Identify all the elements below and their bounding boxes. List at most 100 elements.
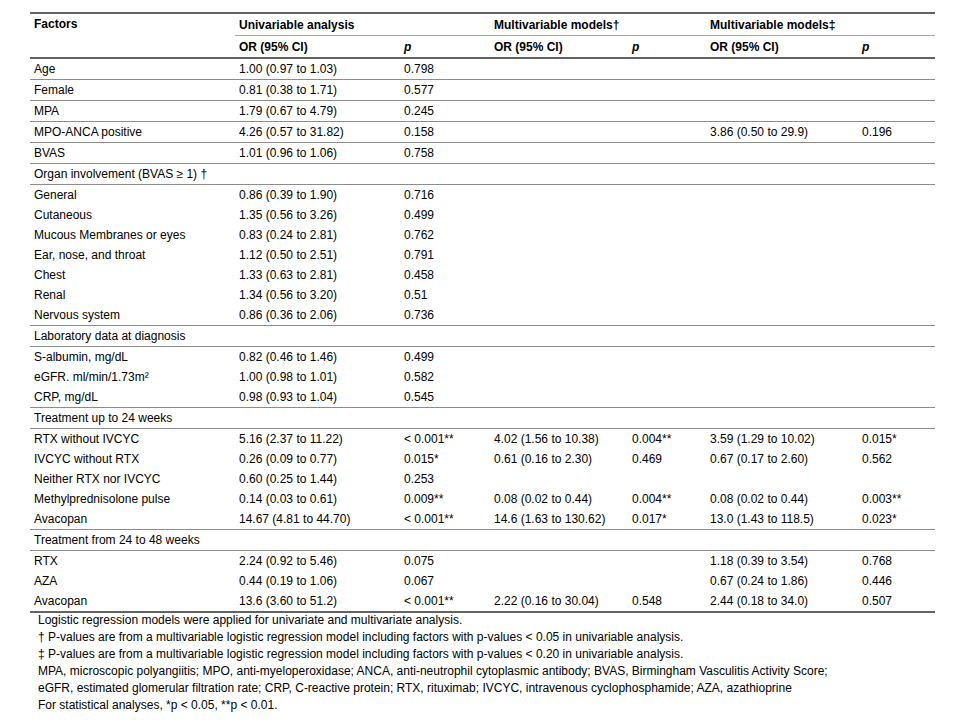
table-row: Cutaneous1.35 (0.56 to 3.26)0.499 bbox=[30, 205, 935, 225]
p-value-cell: 0.015* bbox=[400, 449, 490, 469]
or-ci-cell: 1.00 (0.97 to 1.03) bbox=[235, 58, 400, 80]
table-row: RTX without IVCYC5.16 (2.37 to 11.22)< 0… bbox=[30, 429, 935, 450]
column-header-p-univariable: p bbox=[400, 36, 490, 59]
factor-cell: Female bbox=[30, 80, 235, 101]
p-value-cell: 0.458 bbox=[400, 265, 490, 285]
footnote-line: † P-values are from a multivariable logi… bbox=[38, 629, 938, 646]
column-header-p-multivariable-ddagger: p bbox=[858, 36, 935, 59]
p-value-cell: 0.758 bbox=[400, 143, 490, 164]
p-value-cell: 0.545 bbox=[400, 387, 490, 408]
table-row: IVCYC without RTX0.26 (0.09 to 0.77)0.01… bbox=[30, 449, 935, 469]
or-ci-cell bbox=[706, 347, 858, 368]
p-value-cell: 0.015* bbox=[858, 429, 935, 450]
table-row: Neither RTX nor IVCYC0.60 (0.25 to 1.44)… bbox=[30, 469, 935, 489]
p-value-cell bbox=[628, 101, 706, 122]
or-ci-cell: 1.18 (0.39 to 3.54) bbox=[706, 551, 858, 572]
or-ci-cell: 0.81 (0.38 to 1.71) bbox=[235, 80, 400, 101]
or-ci-cell: 0.08 (0.02 to 0.44) bbox=[490, 489, 628, 509]
p-value-cell bbox=[858, 285, 935, 305]
table-row: S-albumin, mg/dL0.82 (0.46 to 1.46)0.499 bbox=[30, 347, 935, 368]
p-value-cell bbox=[858, 387, 935, 408]
or-ci-cell: 1.79 (0.67 to 4.79) bbox=[235, 101, 400, 122]
p-value-cell: 0.067 bbox=[400, 571, 490, 591]
table-row: BVAS1.01 (0.96 to 1.06)0.758 bbox=[30, 143, 935, 164]
or-ci-cell bbox=[490, 387, 628, 408]
p-value-cell: 0.51 bbox=[400, 285, 490, 305]
or-ci-cell: 0.61 (0.16 to 2.30) bbox=[490, 449, 628, 469]
or-ci-cell bbox=[706, 367, 858, 387]
p-value-cell bbox=[628, 225, 706, 245]
or-ci-cell: 4.02 (1.56 to 10.38) bbox=[490, 429, 628, 450]
footnote-line: Logistic regression models were applied … bbox=[38, 612, 938, 629]
p-value-cell bbox=[628, 143, 706, 164]
or-ci-cell bbox=[706, 80, 858, 101]
table-row: CRP, mg/dL0.98 (0.93 to 1.04)0.545 bbox=[30, 387, 935, 408]
table-row: AZA0.44 (0.19 to 1.06)0.0670.67 (0.24 to… bbox=[30, 571, 935, 591]
or-ci-cell: 4.26 (0.57 to 31.82) bbox=[235, 122, 400, 143]
p-value-cell: 0.023* bbox=[858, 509, 935, 530]
column-header-or-univariable: OR (95% CI) bbox=[235, 36, 400, 59]
or-ci-cell bbox=[490, 122, 628, 143]
or-ci-cell bbox=[490, 347, 628, 368]
or-ci-cell: 1.33 (0.63 to 2.81) bbox=[235, 265, 400, 285]
or-ci-cell bbox=[706, 143, 858, 164]
factor-cell: BVAS bbox=[30, 143, 235, 164]
factor-cell: Renal bbox=[30, 285, 235, 305]
p-value-cell bbox=[628, 58, 706, 80]
column-group-univariable: Univariable analysis bbox=[235, 13, 490, 36]
or-ci-cell bbox=[490, 367, 628, 387]
p-value-cell bbox=[628, 80, 706, 101]
or-ci-cell: 3.86 (0.50 to 29.9) bbox=[706, 122, 858, 143]
or-ci-cell: 0.86 (0.36 to 2.06) bbox=[235, 305, 400, 326]
factor-cell: Ear, nose, and throat bbox=[30, 245, 235, 265]
or-ci-cell: 13.0 (1.43 to 118.5) bbox=[706, 509, 858, 530]
p-value-cell: 0.253 bbox=[400, 469, 490, 489]
or-ci-cell bbox=[706, 205, 858, 225]
section-row: Treatment from 24 to 48 weeks bbox=[30, 530, 935, 551]
p-value-cell: 0.582 bbox=[400, 367, 490, 387]
factor-cell: Chest bbox=[30, 265, 235, 285]
p-value-cell: 0.716 bbox=[400, 185, 490, 206]
p-value-cell: < 0.001** bbox=[400, 429, 490, 450]
factor-cell: Neither RTX nor IVCYC bbox=[30, 469, 235, 489]
p-value-cell bbox=[628, 387, 706, 408]
or-ci-cell: 1.00 (0.98 to 1.01) bbox=[235, 367, 400, 387]
or-ci-cell bbox=[706, 387, 858, 408]
column-group-multivariable-dagger: Multivariable models† bbox=[490, 13, 706, 36]
footnote-line: For statistical analyses, *p < 0.05, **p… bbox=[38, 697, 938, 714]
p-value-cell bbox=[628, 245, 706, 265]
p-value-cell bbox=[628, 265, 706, 285]
factor-cell: AZA bbox=[30, 571, 235, 591]
p-value-cell bbox=[858, 143, 935, 164]
column-group-multivariable-ddagger: Multivariable models‡ bbox=[706, 13, 935, 36]
factor-cell: RTX without IVCYC bbox=[30, 429, 235, 450]
p-value-cell: 0.577 bbox=[400, 80, 490, 101]
p-value-cell bbox=[628, 469, 706, 489]
factor-cell: Methylprednisolone pulse bbox=[30, 489, 235, 509]
or-ci-cell bbox=[706, 185, 858, 206]
or-ci-cell: 0.08 (0.02 to 0.44) bbox=[706, 489, 858, 509]
factor-cell: MPO-ANCA positive bbox=[30, 122, 235, 143]
section-label: Treatment up to 24 weeks bbox=[30, 408, 935, 429]
footnote-line: MPA, microscopic polyangiitis; MPO, anti… bbox=[38, 663, 938, 680]
or-ci-cell: 0.26 (0.09 to 0.77) bbox=[235, 449, 400, 469]
p-value-cell: 0.245 bbox=[400, 101, 490, 122]
or-ci-cell: 13.6 (3.60 to 51.2) bbox=[235, 591, 400, 612]
p-value-cell: 0.196 bbox=[858, 122, 935, 143]
or-ci-cell: 2.24 (0.92 to 5.46) bbox=[235, 551, 400, 572]
p-value-cell bbox=[858, 101, 935, 122]
or-ci-cell bbox=[706, 469, 858, 489]
or-ci-cell: 2.44 (0.18 to 34.0) bbox=[706, 591, 858, 612]
or-ci-cell: 2.22 (0.16 to 30.04) bbox=[490, 591, 628, 612]
table-row: MPA1.79 (0.67 to 4.79)0.245 bbox=[30, 101, 935, 122]
factor-cell: IVCYC without RTX bbox=[30, 449, 235, 469]
table-row: MPO-ANCA positive4.26 (0.57 to 31.82) 0.1… bbox=[30, 122, 935, 143]
or-ci-cell bbox=[490, 551, 628, 572]
factor-cell: Avacopan bbox=[30, 591, 235, 612]
table-row: General0.86 (0.39 to 1.90)0.716 bbox=[30, 185, 935, 206]
section-label: Treatment from 24 to 48 weeks bbox=[30, 530, 935, 551]
p-value-cell bbox=[628, 285, 706, 305]
p-value-cell bbox=[628, 122, 706, 143]
or-ci-cell: 0.98 (0.93 to 1.04) bbox=[235, 387, 400, 408]
or-ci-cell bbox=[706, 285, 858, 305]
